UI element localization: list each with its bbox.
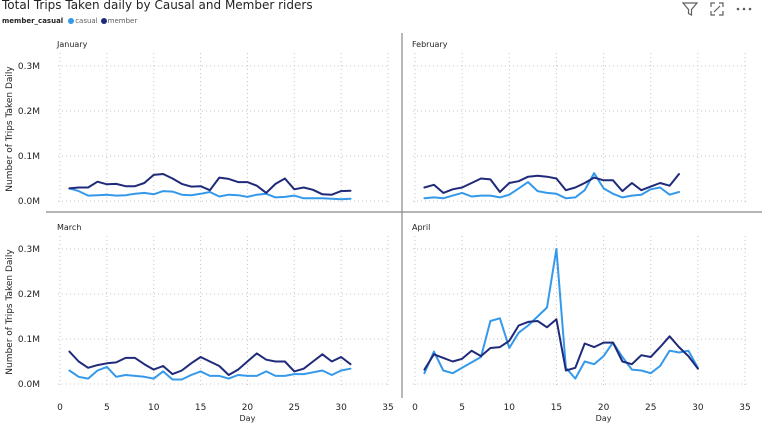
legend-title: member_casual <box>2 17 64 25</box>
legend-dot-member <box>100 18 107 24</box>
y-axis-label: Number of Trips Taken Daily <box>5 66 15 192</box>
series-line-member-january[interactable] <box>68 173 352 196</box>
y-tick-label: 0.3M <box>18 62 40 72</box>
x-tick-label: 30 <box>335 403 347 413</box>
filter-icon[interactable] <box>682 2 698 16</box>
x-tick-label: 10 <box>148 403 160 413</box>
x-tick-label: 20 <box>598 403 610 413</box>
legend-label-member: member <box>107 17 138 25</box>
y-tick-label: 0.0M <box>18 380 40 390</box>
x-tick-label: 25 <box>645 403 656 413</box>
y-axis-label: Number of Trips Taken Daily <box>5 249 15 375</box>
x-tick-label: 10 <box>504 403 516 413</box>
x-tick-label: 15 <box>551 403 562 413</box>
x-tick-label: 15 <box>195 403 206 413</box>
y-tick-label: 0.2M <box>18 107 40 117</box>
legend-item-casual[interactable]: casual <box>68 17 98 25</box>
x-tick-label: 0 <box>57 403 63 413</box>
more-options-icon[interactable] <box>736 6 752 12</box>
series-line-casual-april[interactable] <box>423 248 699 380</box>
legend: member_casual casual member <box>2 17 137 25</box>
focus-mode-icon[interactable] <box>710 2 724 16</box>
x-tick-label: 35 <box>739 403 750 413</box>
panel-dividers <box>46 33 762 398</box>
series-line-casual-march[interactable] <box>68 365 352 381</box>
panel-title-february: February <box>412 40 448 49</box>
series-line-member-march[interactable] <box>68 350 352 376</box>
panel-title-april: April <box>412 223 430 232</box>
x-axis-label: Day <box>596 414 612 423</box>
series-line-member-february[interactable] <box>423 173 680 194</box>
x-tick-label: 0 <box>412 403 418 413</box>
x-tick-label: 35 <box>382 403 393 413</box>
x-axis-label: Day <box>240 414 256 423</box>
series-line-member-april[interactable] <box>423 318 699 372</box>
gridlines <box>58 53 747 386</box>
y-tick-label: 0.0M <box>18 197 40 207</box>
legend-dot-casual <box>68 18 75 24</box>
legend-label-casual: casual <box>75 17 98 25</box>
panel-title-january: January <box>56 40 88 49</box>
y-tick-label: 0.1M <box>18 152 40 162</box>
series-lines <box>68 172 699 381</box>
visual-toolbar <box>682 2 752 16</box>
x-tick-label: 20 <box>242 403 254 413</box>
y-tick-label: 0.3M <box>18 245 40 255</box>
panel-title-march: March <box>57 223 81 232</box>
y-tick-label: 0.1M <box>18 335 40 345</box>
y-tick-label: 0.2M <box>18 290 40 300</box>
series-line-casual-february[interactable] <box>423 172 680 200</box>
legend-item-member[interactable]: member <box>100 17 138 25</box>
x-tick-label: 25 <box>289 403 300 413</box>
series-line-casual-january[interactable] <box>68 187 352 201</box>
chart-title: Total Trips Taken daily by Causal and Me… <box>2 0 313 12</box>
x-tick-label: 5 <box>104 403 110 413</box>
x-tick-label: 5 <box>459 403 465 413</box>
x-tick-label: 30 <box>692 403 704 413</box>
